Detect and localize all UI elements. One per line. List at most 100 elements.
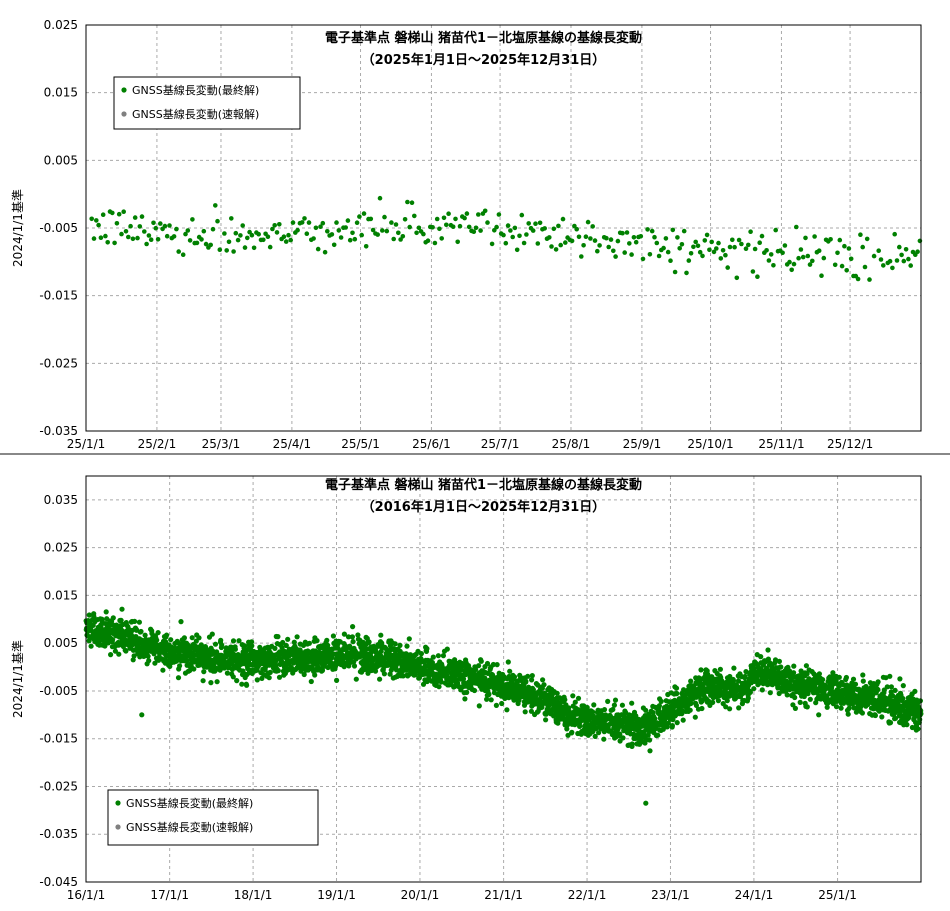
data-point [833,704,840,710]
data-point [397,642,403,648]
data-point [148,237,154,242]
data-point [652,716,658,722]
data-point [375,232,381,237]
data-point [727,244,733,250]
data-point [765,647,771,653]
data-point [714,246,719,251]
data-point [185,228,191,233]
data-point [155,630,161,636]
data-point [421,231,426,237]
data-point [723,704,729,710]
data-point [145,653,151,659]
data-point [226,239,232,245]
data-point [482,208,488,214]
data-point [123,648,129,654]
data-point [702,238,708,243]
data-point [400,234,406,239]
x-tick-label: 25/11/1 [758,437,804,451]
data-point [171,234,177,239]
data-point [214,679,220,685]
data-point [309,664,315,670]
data-point [301,671,307,678]
data-point [405,199,410,205]
data-point [203,241,209,247]
y-tick-label: -0.005 [39,221,78,235]
data-point [94,218,99,223]
data-point [462,215,467,221]
data-point [412,672,418,678]
data-point [710,699,716,705]
data-point [622,250,627,255]
data-point [680,717,686,723]
legend-label: GNSS基線長変動(速報解) [132,107,259,121]
data-point [274,230,280,235]
chart-title: 電子基準点 磐梯山 猪苗代1－北塩原基線の基線長変動 [325,30,642,46]
data-point [583,234,589,239]
data-point [272,645,278,651]
data-point [345,218,351,223]
data-point [878,257,884,262]
data-point [324,637,330,643]
data-point [119,231,124,237]
data-point [363,244,369,249]
data-point [164,632,170,638]
data-point [153,225,159,231]
data-point [462,696,468,702]
data-point [838,705,844,711]
data-point [418,651,424,657]
data-point [530,687,537,693]
data-point [592,238,598,243]
y-tick-label: -0.035 [39,827,78,841]
data-point [638,234,644,239]
data-point [734,275,740,281]
data-point [176,249,181,254]
data-point [670,227,676,233]
data-point [121,209,126,214]
data-point [782,243,788,248]
data-point [803,663,810,669]
data-point [430,225,435,230]
data-point [830,670,836,676]
data-point [213,203,218,208]
data-point [736,237,742,243]
data-point [759,687,765,693]
data-point [249,643,255,649]
data-point [661,245,666,251]
data-point [727,706,733,712]
data-point [707,247,712,253]
data-point [370,227,376,233]
data-point [613,254,618,259]
data-point [249,232,255,238]
data-point [136,619,142,625]
data-point [899,252,904,258]
data-point [281,234,287,239]
panel-separator [0,453,950,455]
data-point [492,228,497,233]
data-point [191,666,197,672]
data-point [669,723,676,729]
data-point [629,252,634,257]
data-point [650,710,656,716]
data-point [380,228,385,233]
data-point [266,675,272,681]
data-point [601,736,607,742]
data-point [88,643,94,649]
data-point [751,686,757,692]
data-point [112,240,117,246]
x-tick-label: 25/1/1 [818,888,857,902]
data-point [810,258,815,264]
data-point [175,675,182,681]
data-point [160,667,166,673]
data-point [665,720,671,726]
data-point [519,212,525,218]
y-axis-label: 2024/1/1基準 [10,189,25,267]
data-point [438,679,444,685]
data-point [695,243,701,249]
data-point [331,242,337,248]
y-tick-label: 0.005 [44,636,78,650]
data-point [524,232,529,237]
data-point [315,246,321,252]
data-point [508,228,513,233]
data-point [801,693,807,700]
data-point [604,235,609,241]
